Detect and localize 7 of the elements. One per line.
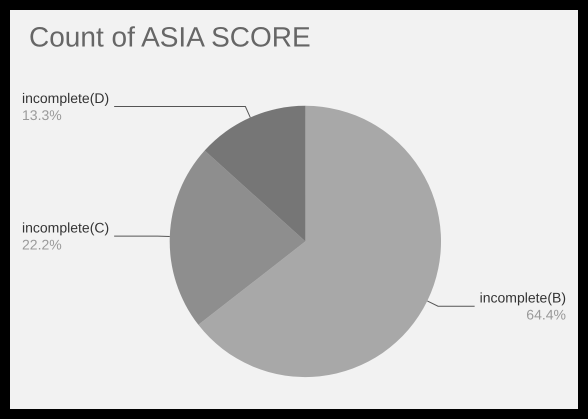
data-label: 22.2% bbox=[22, 236, 62, 253]
data-label: 13.3% bbox=[22, 106, 62, 123]
chart-title: Count of ASIA SCORE bbox=[29, 22, 311, 52]
slice-label: incomplete(B) bbox=[480, 290, 566, 306]
slice-label: incomplete(D) bbox=[22, 90, 110, 106]
slice-label: incomplete(C) bbox=[22, 220, 110, 236]
data-label: 64.4% bbox=[526, 306, 566, 323]
